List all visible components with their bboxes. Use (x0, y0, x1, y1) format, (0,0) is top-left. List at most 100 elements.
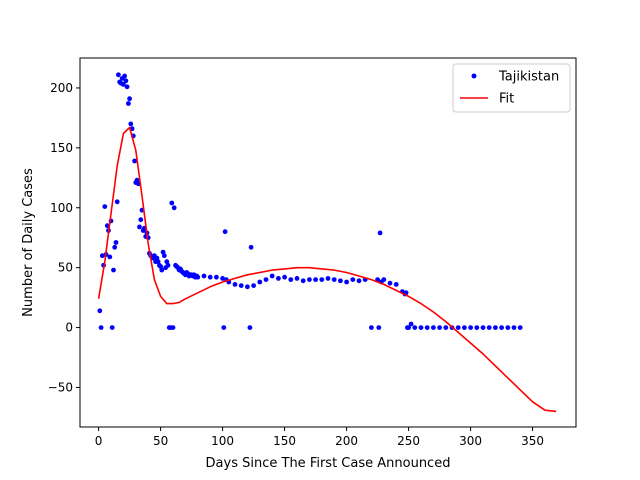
data-point (376, 325, 382, 330)
data-point (282, 274, 287, 280)
data-point (207, 274, 213, 280)
data-point (111, 267, 116, 273)
data-point (369, 325, 374, 330)
y-tick-label: 100 (50, 201, 73, 215)
data-point (350, 277, 356, 282)
data-point (505, 325, 511, 330)
x-tick-label: 300 (459, 434, 482, 448)
y-tick-label: 200 (50, 81, 73, 95)
data-point (121, 82, 126, 87)
data-point (437, 325, 442, 330)
data-point (238, 283, 244, 288)
data-point (161, 253, 167, 259)
data-point (257, 279, 263, 285)
data-point (474, 325, 480, 330)
data-point (221, 325, 227, 330)
data-point (138, 217, 144, 223)
x-tick-label: 50 (153, 434, 168, 448)
data-point (102, 204, 108, 210)
data-point (134, 177, 140, 183)
data-point (201, 273, 207, 279)
data-point (123, 78, 129, 84)
data-point (97, 308, 103, 314)
data-point (214, 274, 219, 280)
x-tick-label: 350 (521, 434, 544, 448)
y-tick-label: 150 (50, 141, 73, 155)
data-point (98, 325, 104, 330)
data-point (499, 325, 504, 330)
data-point (468, 325, 473, 330)
x-tick-label: 250 (397, 434, 420, 448)
data-point (99, 253, 105, 259)
legend-box (452, 63, 571, 113)
data-point (195, 274, 201, 280)
data-point (127, 96, 132, 102)
series-fit-line (97, 126, 557, 413)
data-point (171, 205, 177, 211)
plot-frame (79, 57, 577, 428)
data-point (263, 277, 269, 282)
data-point (344, 279, 349, 285)
data-point (159, 267, 165, 273)
y-tick-label: 50 (58, 261, 73, 275)
data-point (412, 325, 418, 330)
data-point (109, 325, 115, 330)
data-point (455, 325, 461, 330)
data-point (107, 254, 113, 260)
data-point (381, 277, 387, 282)
data-point (387, 280, 393, 286)
data-point (114, 199, 120, 205)
x-tick-label: 200 (335, 434, 358, 448)
data-point (443, 325, 449, 330)
data-point (220, 276, 226, 281)
data-point (113, 240, 119, 245)
y-tick-label: 0 (65, 321, 73, 335)
legend-label-fit: Fit (499, 92, 514, 107)
data-point (112, 244, 118, 250)
data-point (155, 259, 161, 265)
data-point (128, 121, 134, 127)
data-point (137, 224, 142, 230)
data-point (269, 273, 275, 279)
data-point (245, 284, 250, 290)
data-point (338, 278, 343, 284)
data-point (431, 325, 436, 330)
plot-area (97, 72, 557, 413)
y-tick-label: −50 (48, 380, 73, 394)
y-axis-ticks: −50 0 50 100 150 200 (48, 81, 80, 394)
data-point (462, 325, 467, 330)
y-axis-label: Number of Daily Cases (21, 168, 36, 317)
data-point (408, 321, 414, 327)
data-point (319, 277, 325, 282)
x-axis-label: Days Since The First Case Announced (206, 456, 451, 471)
legend-label-tajikistan: Tajikistan (498, 70, 559, 85)
legend-marker-tajikistan (471, 73, 477, 79)
data-point (247, 325, 253, 330)
data-point (122, 73, 127, 79)
data-point (313, 277, 318, 282)
data-point (116, 72, 121, 78)
data-point (300, 278, 306, 284)
data-point (124, 84, 130, 90)
data-point (393, 282, 399, 287)
data-point (356, 278, 362, 284)
data-point (169, 200, 175, 206)
x-axis-ticks: 0 50 100 150 200 250 300 350 (95, 427, 544, 448)
data-point (158, 264, 164, 269)
x-tick-label: 0 (95, 434, 103, 448)
data-point (486, 325, 492, 330)
data-point (325, 276, 331, 281)
data-point (377, 230, 383, 236)
data-point (406, 325, 411, 330)
data-point (276, 276, 281, 281)
data-point (493, 325, 498, 330)
data-point (154, 255, 160, 261)
data-point (165, 262, 171, 268)
data-point (418, 325, 424, 330)
data-point (331, 277, 337, 282)
data-point (511, 325, 517, 330)
x-tick-label: 150 (273, 434, 296, 448)
data-point (222, 229, 228, 235)
data-point (251, 283, 256, 288)
